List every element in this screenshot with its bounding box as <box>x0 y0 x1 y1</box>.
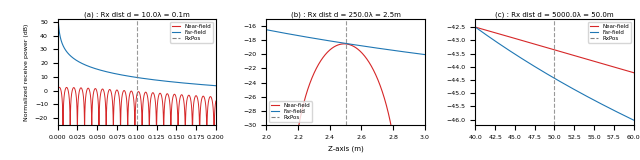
X-axis label: Z-axis (m): Z-axis (m) <box>328 145 364 152</box>
Y-axis label: Normalized receive power (dB): Normalized receive power (dB) <box>24 23 29 121</box>
Title: (a) : Rx dist d = 10.0λ = 0.1m: (a) : Rx dist d = 10.0λ = 0.1m <box>84 11 189 18</box>
Legend: Near-field, Far-field, RxPos: Near-field, Far-field, RxPos <box>170 22 213 43</box>
Legend: Near-field, Far-field, RxPos: Near-field, Far-field, RxPos <box>588 22 631 43</box>
Legend: Near-field, Far-field, RxPos: Near-field, Far-field, RxPos <box>269 101 312 122</box>
Title: (c) : Rx dist d = 5000.0λ = 50.0m: (c) : Rx dist d = 5000.0λ = 50.0m <box>495 11 614 18</box>
Title: (b) : Rx dist d = 250.0λ = 2.5m: (b) : Rx dist d = 250.0λ = 2.5m <box>291 11 401 18</box>
